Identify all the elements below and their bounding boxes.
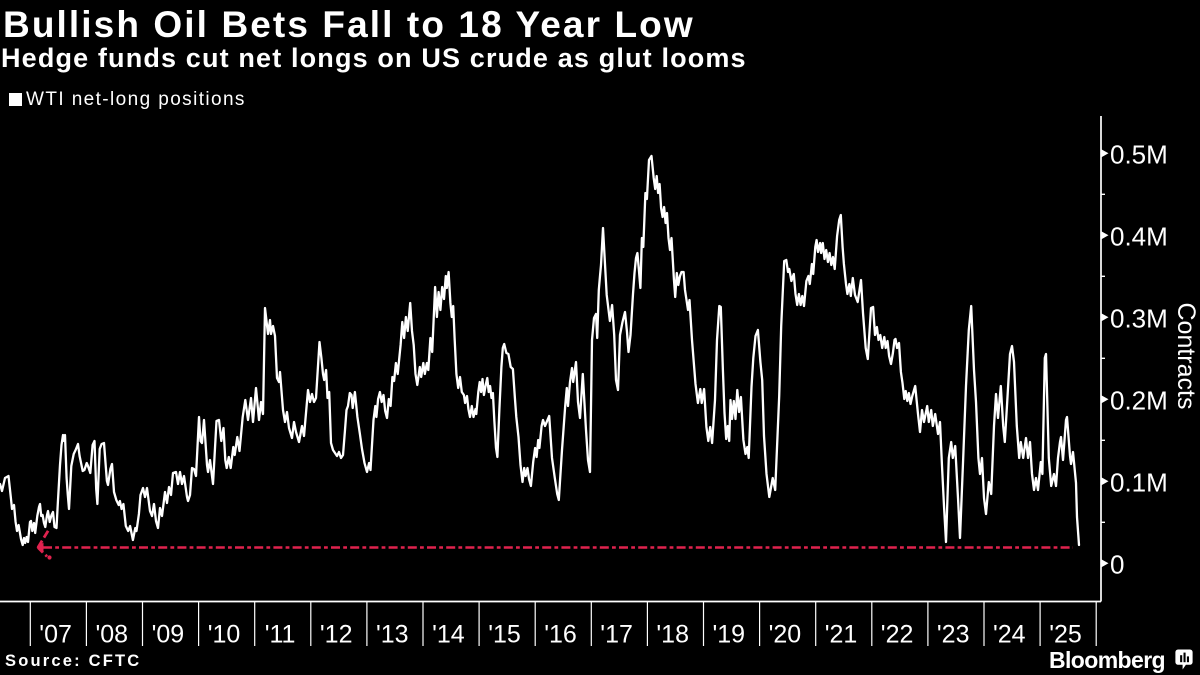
svg-text:0.5M: 0.5M	[1110, 140, 1168, 170]
svg-text:'19: '19	[713, 621, 746, 649]
svg-text:'07: '07	[39, 621, 72, 649]
svg-text:0.3M: 0.3M	[1110, 304, 1168, 334]
svg-text:0.4M: 0.4M	[1110, 222, 1168, 252]
svg-text:0.2M: 0.2M	[1110, 386, 1168, 416]
svg-text:'22: '22	[881, 621, 914, 649]
svg-text:'18: '18	[656, 621, 689, 649]
svg-text:'21: '21	[825, 621, 858, 649]
svg-text:'16: '16	[544, 621, 577, 649]
svg-text:'13: '13	[376, 621, 409, 649]
svg-text:'11: '11	[265, 621, 296, 649]
svg-text:'23: '23	[937, 621, 970, 649]
svg-text:'24: '24	[993, 621, 1026, 649]
svg-text:'20: '20	[769, 621, 802, 649]
svg-text:'17: '17	[600, 621, 633, 649]
svg-text:'12: '12	[320, 621, 353, 649]
svg-text:'10: '10	[208, 621, 241, 649]
svg-text:'25: '25	[1049, 621, 1082, 649]
svg-text:Contracts: Contracts	[1172, 303, 1200, 410]
svg-text:'14: '14	[432, 621, 465, 649]
svg-text:0: 0	[1110, 550, 1124, 580]
svg-text:'09: '09	[152, 621, 185, 649]
svg-text:0.1M: 0.1M	[1110, 468, 1168, 498]
svg-text:'15: '15	[488, 621, 521, 649]
svg-text:'08: '08	[96, 621, 129, 649]
